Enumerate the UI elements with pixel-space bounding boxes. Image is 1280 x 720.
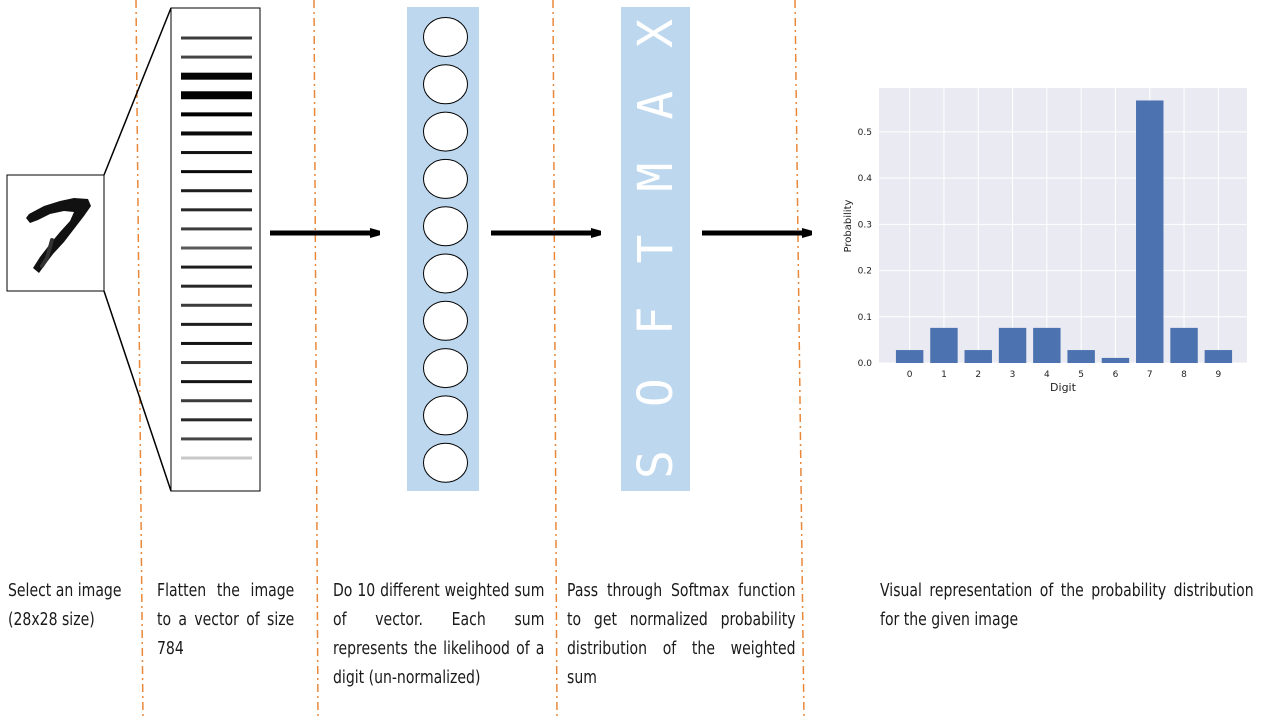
softmax-label: SOFTMAX [628, 19, 684, 479]
neuron-node [423, 442, 468, 483]
vector-stripe [181, 91, 252, 100]
neuron-node [423, 17, 468, 57]
bar-digit-3 [998, 327, 1027, 363]
x-tick-label: 5 [1078, 370, 1084, 380]
vector-stripe [181, 208, 252, 212]
bar-digit-4 [1033, 327, 1061, 363]
neuron-node [423, 206, 468, 247]
y-tick-label: 0.5 [858, 128, 872, 138]
y-tick-label: 0.4 [858, 174, 873, 184]
vector-stripe [181, 399, 252, 403]
bar-digit-9 [1204, 350, 1233, 363]
neuron-node [423, 158, 468, 199]
separator-line [794, 0, 805, 720]
x-tick-label: 3 [1010, 370, 1016, 380]
y-axis-label: Probability [843, 199, 854, 252]
weighted-sum-layer [407, 7, 479, 491]
caption-select-image: Select an image (28x28 size) [8, 580, 122, 630]
vector-stripe [181, 170, 252, 174]
vector-stripe [181, 361, 252, 365]
flattened-vector [170, 7, 261, 492]
y-tick-label: 0.0 [858, 359, 873, 369]
vector-stripe [181, 227, 252, 231]
x-tick-label: 2 [975, 370, 981, 380]
bar-digit-6 [1101, 357, 1130, 363]
bar-digit-7 [1136, 100, 1164, 363]
neuron-node [423, 395, 468, 436]
x-tick-label: 8 [1181, 370, 1187, 380]
x-tick-label: 9 [1215, 370, 1221, 380]
vector-stripe [181, 322, 252, 326]
vector-stripe [181, 131, 252, 136]
bar-digit-8 [1170, 327, 1198, 363]
column-separators [135, 0, 805, 720]
x-tick-label: 1 [941, 370, 947, 380]
y-tick-label: 0.3 [858, 220, 872, 230]
caption-softmax: Pass through Softmax function to get nor… [567, 580, 796, 688]
x-tick-label: 6 [1113, 370, 1119, 380]
neuron-node [423, 300, 468, 341]
y-tick-label: 0.2 [858, 267, 872, 277]
separator-line [313, 0, 319, 720]
vector-stripe [181, 303, 252, 307]
bar-digit-2 [964, 350, 992, 363]
separator-line [552, 0, 558, 720]
input-digit-image [6, 174, 105, 292]
vector-stripe [181, 380, 252, 384]
bar-digit-1 [930, 327, 958, 363]
vector-stripe [181, 456, 252, 460]
vector-stripe [181, 341, 252, 345]
vector-stripe [181, 246, 252, 250]
vector-stripe [181, 112, 252, 117]
vector-stripe [181, 284, 252, 288]
separator-line [135, 0, 144, 720]
vector-stripe [181, 189, 252, 193]
caption-flatten: Flatten the image to a vector of size 78… [157, 580, 295, 659]
x-tick-label: 0 [907, 370, 913, 380]
x-tick-label: 4 [1044, 370, 1050, 380]
zoom-line-bottom [103, 290, 172, 492]
softmax-layer: SOFTMAX [621, 7, 690, 491]
vector-stripe [181, 418, 252, 422]
neuron-node [423, 348, 468, 389]
neuron-node [423, 253, 468, 294]
y-tick-label: 0.1 [858, 313, 872, 323]
x-axis-label: Digit [1050, 381, 1077, 394]
probability-chart: 0 1 2 3 4 5 6 7 8 9 0.0 0.1 0.2 0.3 0.4 0.5 Digit Prob… [843, 88, 1247, 394]
vector-stripe [181, 437, 252, 441]
vector-stripe [181, 265, 252, 269]
neuron-node [423, 111, 468, 152]
caption-visualization: Visual representation of the probability… [880, 580, 1254, 630]
vector-stripe [181, 36, 252, 40]
vector-stripe [181, 72, 252, 80]
handwritten-seven-icon [26, 198, 91, 273]
plot-area [879, 88, 1247, 363]
neuron-node [423, 64, 468, 105]
bar-digit-0 [895, 350, 924, 363]
caption-weighted-sum: Do 10 different weighted sum of vector. … [333, 580, 545, 688]
vector-stripe [181, 151, 252, 155]
vector-stripe [181, 55, 252, 59]
x-tick-label: 7 [1147, 370, 1153, 380]
zoom-line-top [103, 7, 172, 176]
bar-digit-5 [1067, 350, 1095, 363]
